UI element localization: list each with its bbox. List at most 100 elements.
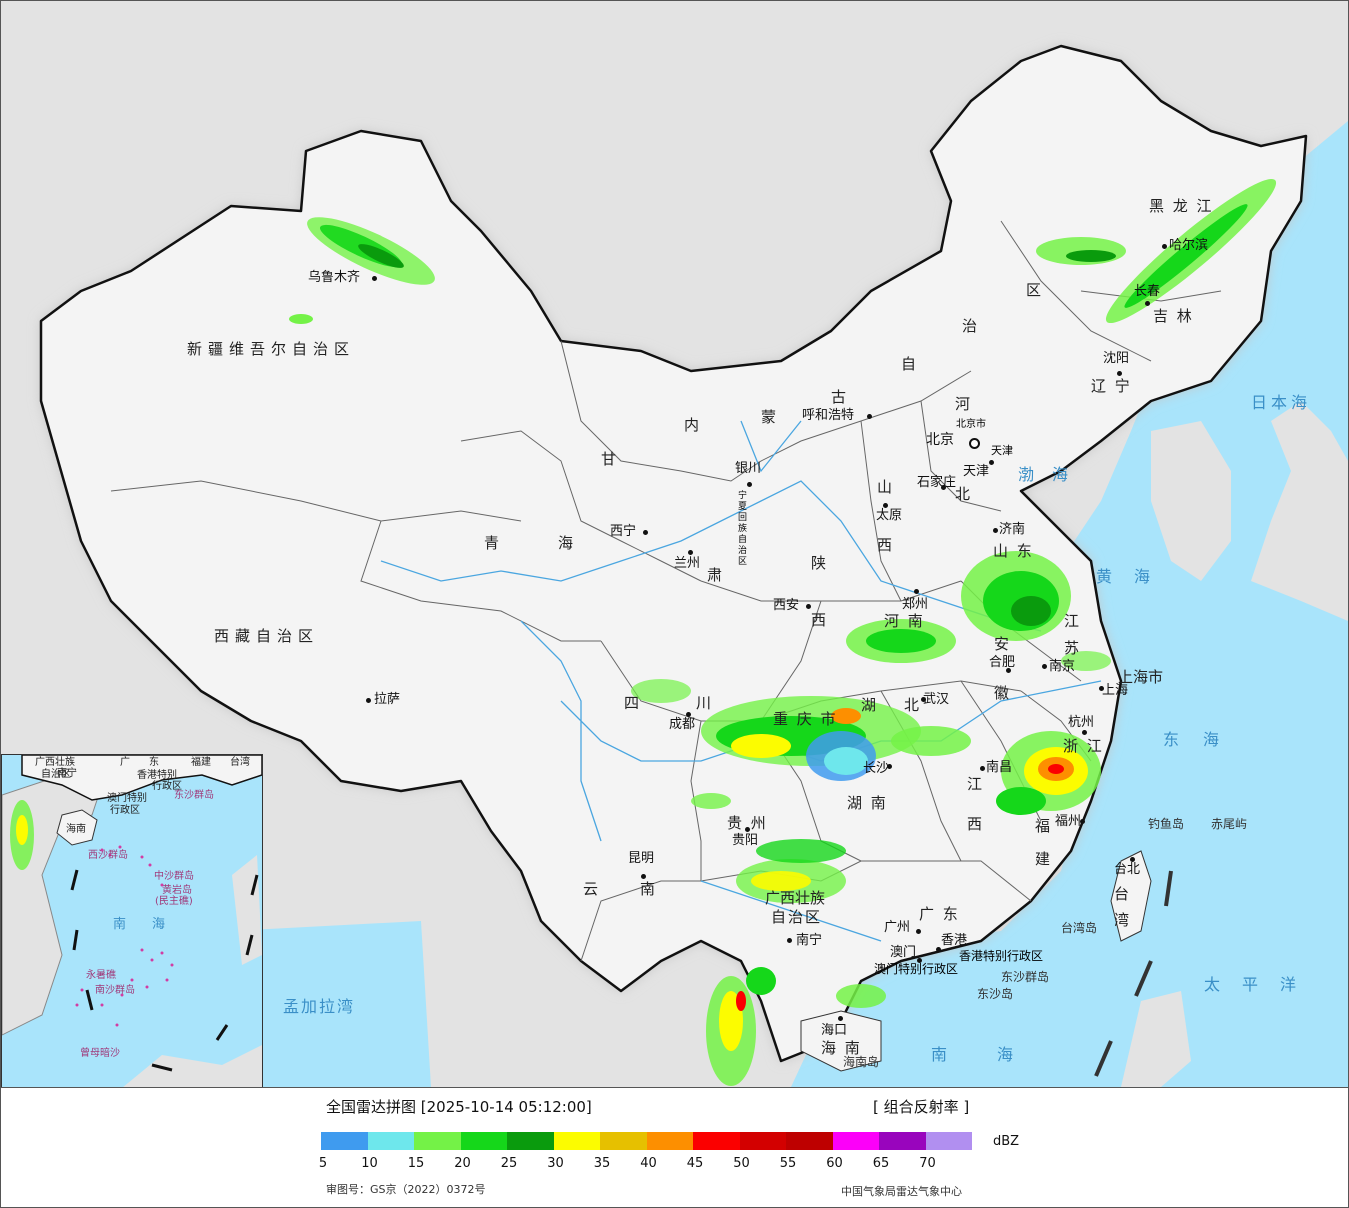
province-label: 自治区 [771,908,823,926]
city-marker [1082,730,1087,735]
color-swatch [646,1132,693,1150]
city-marker [1145,301,1150,306]
island-label: 赤尾屿 [1211,817,1248,831]
inset-borneo-land [122,1045,262,1088]
province-label: 区 [1026,281,1044,299]
province-label: 湖 [861,696,879,714]
province-label: 安 [994,635,1012,653]
inset-label: 福建 [191,757,211,768]
island-label: 台湾岛 [1061,921,1098,935]
city-marker [787,938,792,943]
province-label: 吉 林 [1153,307,1194,325]
city-marker [745,827,750,832]
city-label: 西安 [773,598,800,613]
city-label: 澳门 [890,945,917,960]
scale-tick-label: 30 [547,1156,564,1171]
province-label: 广 东 [919,905,960,923]
city-marker [941,485,946,490]
city-label: 杭州 [1068,715,1095,730]
province-label: 河 南 [884,612,925,630]
inset-label: 南沙群岛 [95,985,135,996]
province-label: 建 [1035,850,1053,868]
city-label: 西宁 [610,524,637,539]
province-label: 西藏自治区 [214,627,320,645]
city-marker [887,764,892,769]
city-marker [1130,857,1135,862]
inset-label: 中沙群岛 [154,871,194,882]
inset-label: 曾母暗沙 [80,1048,120,1059]
province-label: 上海市 [1118,668,1164,686]
city-label: 长沙 [863,761,890,776]
inset-label: 东 [149,757,159,768]
color-swatch [507,1132,554,1150]
province-label: 北 [955,485,973,503]
sea-boundary-dashes [1094,870,1173,1077]
china-map [1,1,1348,1087]
inset-label: 台湾 [230,757,250,768]
province-label: 川 [696,694,714,712]
city-label: 昆明 [628,851,655,866]
color-swatch [786,1132,833,1150]
island-label: 海南岛 [843,1055,880,1069]
city-marker [993,528,998,533]
province-label: 山 [877,478,895,496]
city-marker [1162,244,1167,249]
scale-tick-label: 20 [454,1156,471,1171]
south-china-sea-inset: 广西壮族 自治区 广 东 福建 台湾 南宁 香港特别 行政区 澳门特别 行政区 … [1,754,263,1089]
sea-label: 日本海 [1251,393,1312,412]
city-label: 贵阳 [732,833,759,848]
province-label: 山 东 [993,542,1034,560]
inset-label: 东沙群岛 [174,790,214,801]
inset-label: (民主礁) [155,896,193,907]
sea-label: 太平洋 [1204,975,1319,994]
sea-label: 孟加拉湾 [283,997,356,1016]
province-label: 江 [1064,612,1082,630]
japan-land [1251,401,1348,621]
island-label: 钓鱼岛 [1148,817,1185,831]
city-marker [1080,819,1085,824]
city-label: 哈尔滨 [1169,238,1209,253]
color-swatch [321,1132,368,1150]
sea-label: 南海 [931,1045,1064,1064]
city-marker [688,550,693,555]
inset-hainan-land [56,809,98,846]
city-marker [806,604,811,609]
legend-product: [ 组合反射率 ] [873,1098,970,1116]
inset-reef-markers [75,845,174,1027]
province-label: 台湾 [1114,885,1132,929]
color-swatch [600,1132,647,1150]
province-label: 自 [901,355,919,373]
inset-label: 行政区 [152,781,182,792]
city-label: 济南 [999,522,1026,537]
city-marker [917,958,922,963]
sea-label: 黄海 [1096,567,1173,586]
city-label: 呼和浩特 [802,408,855,423]
scale-tick-label: 60 [826,1156,843,1171]
inset-label: 南宁 [57,768,77,779]
province-label: 黑 龙 江 [1149,197,1214,215]
province-label: 西 [877,536,895,554]
city-marker [867,414,872,419]
city-marker [883,503,888,508]
hainan-land [800,1010,882,1072]
city-label: 乌鲁木齐 [308,270,361,285]
scale-tick-label: 65 [872,1156,890,1171]
city-marker [1006,668,1011,673]
sea-label: 东海 [1163,730,1244,749]
scale-tick-label: 45 [686,1156,704,1171]
province-label: 海 [558,534,576,552]
city-marker [969,438,980,449]
province-label: 重 庆 市 [773,710,838,728]
province-label: 四 [624,694,642,712]
city-label: 福州 [1055,814,1082,829]
agency-credit: 中国气象局雷达气象中心 [841,1185,962,1198]
province-label: 香港特别行政区 [959,949,1044,963]
city-marker [989,460,994,465]
city-marker [686,712,691,717]
inset-label: 南 [113,917,133,932]
province-label: 青 [484,534,502,552]
sea-label: 渤海 [1018,465,1087,484]
province-label: 北京市 [956,419,986,430]
scale-tick-label: 40 [640,1156,657,1171]
province-label: 徽 [994,684,1012,702]
